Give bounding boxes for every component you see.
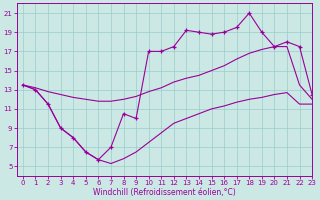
X-axis label: Windchill (Refroidissement éolien,°C): Windchill (Refroidissement éolien,°C) — [93, 188, 236, 197]
